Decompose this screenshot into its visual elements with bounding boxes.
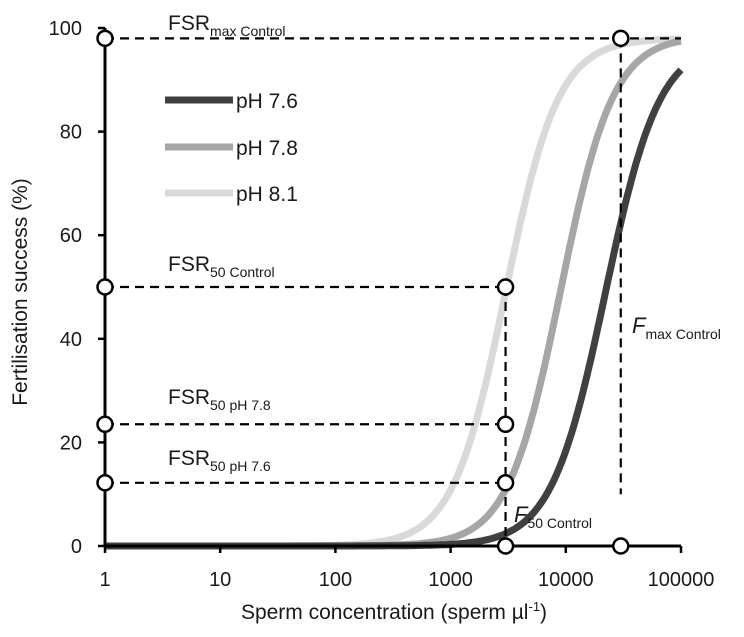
y-tick-label: 0 bbox=[71, 536, 82, 558]
x-tick-label: 1000 bbox=[428, 569, 473, 591]
x-tick-label: 100000 bbox=[648, 569, 715, 591]
y-tick-label: 100 bbox=[49, 18, 82, 40]
x-tick-label: 10 bbox=[209, 569, 231, 591]
legend: pH 7.6 pH 7.8 pH 8.1 bbox=[165, 90, 298, 206]
series-line-ph78 bbox=[105, 37, 682, 550]
y-tick-label: 80 bbox=[60, 122, 82, 144]
x-tick-label: 100 bbox=[319, 569, 352, 591]
f50-control-annotation: F50 Control bbox=[514, 502, 592, 531]
marker-f50-axis bbox=[496, 537, 515, 555]
marker-fsr50-axis bbox=[96, 278, 114, 296]
x-tick-label: 1 bbox=[99, 569, 110, 591]
fmax-control-annotation: Fmax Control bbox=[632, 313, 721, 342]
fsr50-ph76-annotation: FSR50 pH 7.6 bbox=[168, 447, 271, 474]
tick-layer: 0 20 40 60 80 100 1 10 100 1000 10000 100000 bbox=[49, 18, 715, 591]
legend-label-ph78: pH 7.8 bbox=[236, 137, 298, 160]
fsr50-ph78-annotation: FSR50 pH 7.8 bbox=[168, 386, 271, 413]
marker-fsr50-curve bbox=[496, 278, 515, 296]
legend-label-ph76: pH 7.6 bbox=[236, 90, 298, 113]
fsr-max-control-annotation: FSRmax Control bbox=[168, 12, 285, 39]
marker-ph78-curve bbox=[496, 415, 515, 434]
marker-fmax-axis bbox=[612, 537, 630, 555]
marker-ph78-axis bbox=[96, 415, 114, 434]
fsr50-control-annotation: FSR50 Control bbox=[168, 253, 275, 280]
legend-label-ph81: pH 8.1 bbox=[236, 183, 298, 206]
marker-fmax-curve bbox=[612, 29, 630, 48]
x-axis-title: Sperm concentration (sperm µl-1) bbox=[241, 599, 547, 624]
y-tick-label: 40 bbox=[60, 329, 82, 351]
marker-ph76-axis bbox=[96, 474, 114, 492]
marker-ph76-curve bbox=[496, 474, 515, 492]
y-axis-title: Fertilisation success (%) bbox=[9, 178, 32, 406]
x-tick-label: 10000 bbox=[538, 569, 594, 591]
y-tick-label: 60 bbox=[60, 225, 82, 247]
marker-layer bbox=[96, 29, 630, 555]
reference-lines bbox=[105, 37, 681, 546]
marker-fsr-max-axis bbox=[96, 29, 114, 48]
y-tick-label: 20 bbox=[60, 432, 82, 454]
